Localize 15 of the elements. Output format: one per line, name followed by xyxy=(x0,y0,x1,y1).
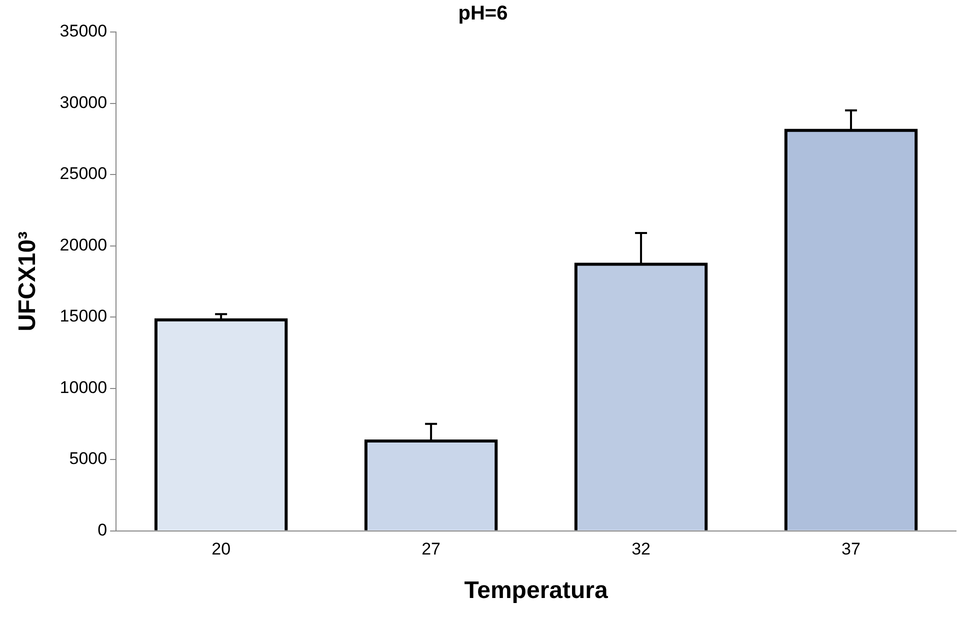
y-tick-label: 10000 xyxy=(60,378,108,397)
chart-title: pH=6 xyxy=(458,2,508,25)
y-tick-label: 0 xyxy=(98,520,108,540)
y-tick-label: 35000 xyxy=(60,22,108,41)
y-tick-label: 25000 xyxy=(60,164,108,184)
y-tick-label: 30000 xyxy=(60,92,108,112)
x-tick-label: 20 xyxy=(212,540,231,559)
y-tick-label: 15000 xyxy=(60,306,108,326)
y-tick-label: 20000 xyxy=(60,235,108,254)
x-tick-label: 37 xyxy=(842,540,860,559)
x-tick-label: 27 xyxy=(422,540,441,559)
x-axis-title: Temperatura xyxy=(464,577,608,604)
y-axis-title: UFCX10³ xyxy=(14,231,42,332)
y-tick-label: 5000 xyxy=(69,449,108,468)
x-tick-label: 32 xyxy=(632,540,650,559)
